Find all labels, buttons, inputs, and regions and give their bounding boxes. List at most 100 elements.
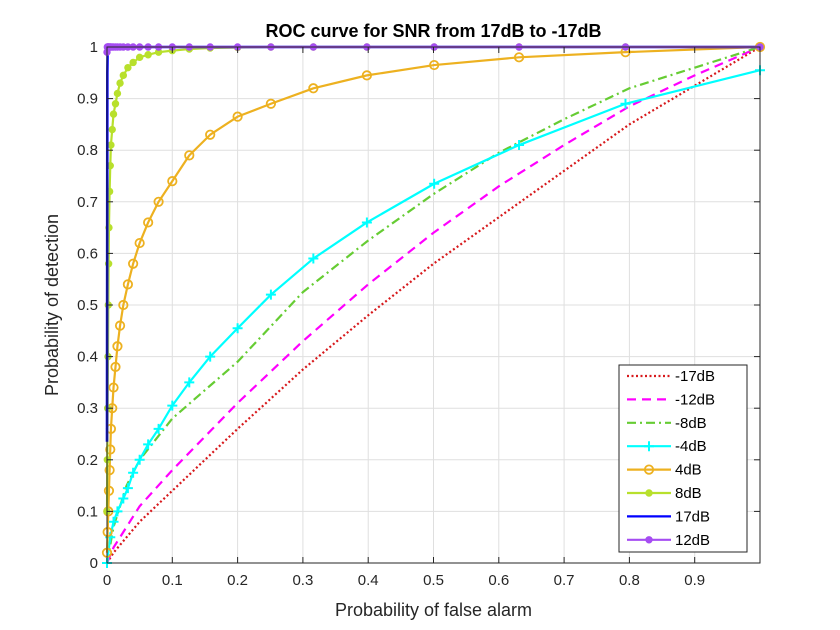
data-point bbox=[167, 400, 178, 411]
x-tick-label: 0.3 bbox=[292, 572, 313, 589]
series--17dB bbox=[106, 46, 761, 564]
data-point bbox=[143, 217, 154, 228]
legend-item: -4dB bbox=[627, 438, 707, 455]
legend-item: 8dB bbox=[627, 485, 702, 502]
data-point bbox=[116, 79, 124, 87]
y-tick-label: 0 bbox=[90, 555, 98, 572]
data-point bbox=[153, 196, 164, 207]
data-point bbox=[232, 111, 243, 122]
legend-marker bbox=[645, 536, 653, 544]
data-point bbox=[134, 454, 145, 465]
data-point bbox=[144, 51, 152, 59]
data-point bbox=[107, 141, 115, 149]
series--12dB bbox=[105, 45, 761, 564]
x-tick-label: 0.4 bbox=[358, 572, 379, 589]
series-line bbox=[106, 46, 761, 564]
legend-label: 12dB bbox=[675, 532, 710, 549]
y-tick-label: 0.2 bbox=[77, 452, 98, 469]
data-point bbox=[184, 150, 195, 161]
data-point bbox=[124, 63, 132, 72]
y-tick-label: 0.3 bbox=[77, 400, 98, 417]
data-point bbox=[265, 98, 277, 109]
legend-item: 12dB bbox=[627, 532, 710, 549]
data-point bbox=[134, 237, 145, 249]
data-point bbox=[184, 377, 195, 388]
data-point bbox=[205, 351, 216, 362]
data-point bbox=[514, 140, 525, 151]
x-tick-label: 0.6 bbox=[488, 572, 509, 589]
legend-marker bbox=[643, 464, 655, 475]
y-tick-label: 0.4 bbox=[77, 349, 98, 366]
data-point bbox=[265, 289, 276, 300]
data-point bbox=[153, 423, 164, 434]
legend-item: 4dB bbox=[627, 462, 702, 479]
x-tick-label: 0 bbox=[103, 572, 111, 589]
data-point bbox=[129, 58, 137, 67]
data-point bbox=[118, 493, 129, 504]
data-point bbox=[128, 467, 139, 478]
series-4dB bbox=[101, 41, 766, 558]
series-line bbox=[105, 45, 761, 553]
legend-label: -17dB bbox=[675, 368, 715, 385]
data-point bbox=[111, 100, 120, 108]
legend-label: 17dB bbox=[675, 508, 710, 525]
legend-item: -12dB bbox=[627, 391, 715, 408]
data-point bbox=[102, 526, 113, 538]
data-point bbox=[135, 53, 144, 62]
x-tick-label: 0.9 bbox=[684, 572, 705, 589]
series-line bbox=[105, 45, 761, 564]
data-point bbox=[429, 178, 440, 189]
x-tick-label: 0.1 bbox=[162, 572, 183, 589]
legend-item: -17dB bbox=[627, 368, 715, 385]
series--4dB bbox=[102, 65, 765, 568]
series--8dB bbox=[105, 45, 761, 564]
legend-label: 4dB bbox=[675, 462, 702, 479]
y-tick-label: 0.1 bbox=[77, 503, 98, 520]
data-point bbox=[620, 98, 631, 109]
x-tick-label: 0.5 bbox=[423, 572, 444, 589]
x-tick-label: 0.7 bbox=[554, 572, 575, 589]
data-point bbox=[105, 444, 116, 455]
legend-box bbox=[618, 364, 748, 553]
data-point bbox=[361, 70, 372, 81]
legend-label: -8dB bbox=[675, 415, 707, 432]
data-point bbox=[361, 217, 372, 228]
y-axis-label: Probability of detection bbox=[42, 214, 62, 396]
chart-title: ROC curve for SNR from 17dB to -17dB bbox=[265, 21, 601, 41]
data-point bbox=[205, 129, 216, 140]
y-tick-label: 0.9 bbox=[77, 91, 98, 108]
grid bbox=[106, 46, 760, 564]
series-line bbox=[105, 45, 761, 564]
legend-label: -12dB bbox=[675, 391, 715, 408]
data-point bbox=[112, 506, 123, 517]
x-axis-label: Probability of false alarm bbox=[335, 600, 532, 620]
data-point bbox=[143, 439, 154, 450]
y-tick-label: 0.7 bbox=[77, 194, 98, 211]
legend-label: 8dB bbox=[675, 485, 702, 502]
data-point bbox=[112, 341, 123, 352]
data-point bbox=[110, 361, 121, 373]
data-point bbox=[308, 83, 319, 94]
y-tick-label: 0.8 bbox=[77, 142, 98, 159]
y-tick-label: 0.5 bbox=[77, 297, 98, 314]
data-point bbox=[429, 59, 440, 71]
legend-item: -8dB bbox=[627, 415, 707, 432]
y-tick-label: 1 bbox=[90, 39, 98, 56]
data-point bbox=[119, 71, 128, 80]
data-point bbox=[118, 299, 129, 311]
data-point bbox=[122, 279, 133, 290]
data-point bbox=[108, 125, 116, 134]
tick-layer: 0 0.1 0.2 0.3 0.4 0.5 0.6 0.7 0.8 0.9 0 0.1 0.2 0.3 0.… bbox=[77, 39, 760, 589]
data-point bbox=[232, 323, 243, 334]
x-tick-label: 0.2 bbox=[227, 572, 248, 589]
legend-marker bbox=[644, 441, 654, 452]
y-tick-label: 0.6 bbox=[77, 245, 98, 262]
data-point bbox=[103, 485, 115, 496]
data-point bbox=[113, 89, 122, 98]
legend-marker bbox=[645, 489, 653, 497]
legend-item: 17dB bbox=[627, 508, 710, 525]
data-point bbox=[108, 382, 119, 393]
legend: -17dB -12dB -8dB -4dB 4dB 8dB 17dB 12dB bbox=[618, 364, 748, 553]
data-point bbox=[513, 52, 525, 63]
